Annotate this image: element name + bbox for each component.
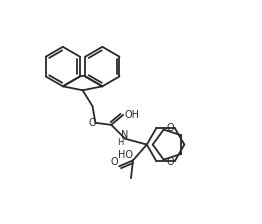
- Text: N: N: [121, 130, 129, 140]
- Text: O: O: [167, 123, 174, 133]
- Text: O: O: [89, 118, 96, 128]
- Text: O: O: [167, 157, 174, 167]
- Text: H: H: [117, 138, 123, 147]
- Text: OH: OH: [124, 110, 139, 120]
- Text: HO: HO: [118, 151, 133, 160]
- Text: O: O: [110, 157, 118, 167]
